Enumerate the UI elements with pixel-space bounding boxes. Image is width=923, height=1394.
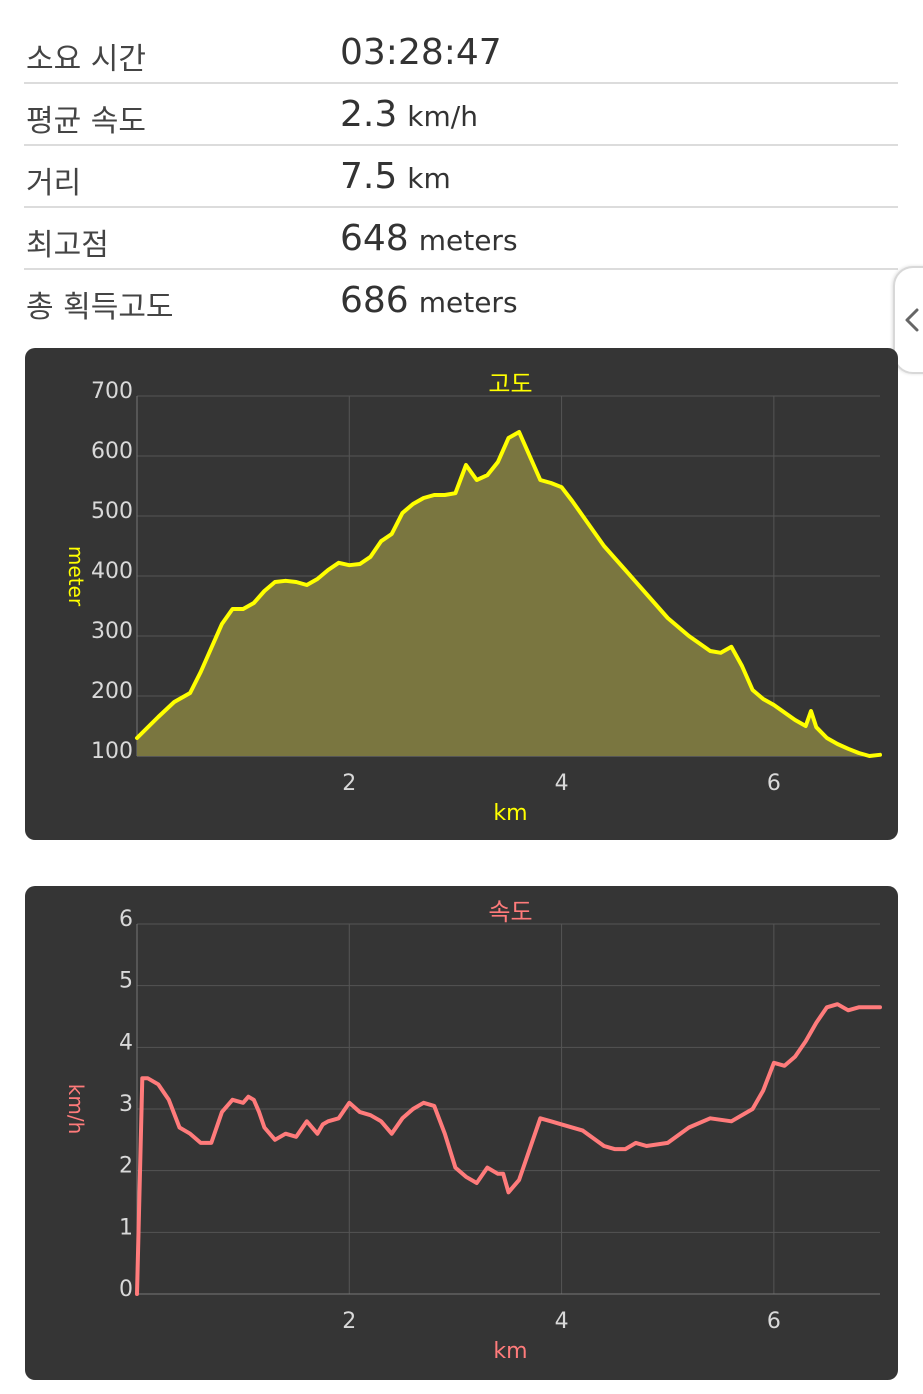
x-axis-label: km <box>493 1339 527 1364</box>
y-tick-label: 100 <box>91 739 133 764</box>
stat-label: 소요 시간 <box>26 42 146 77</box>
stat-unit: km/h <box>407 100 478 133</box>
elevation-chart-svg: 100 200 300 400 500 600 700 2 4 6 고도 km meter <box>64 370 882 826</box>
stat-label: 평균 속도 <box>26 104 146 139</box>
series-area <box>137 432 880 756</box>
y-tick-label: 0 <box>119 1277 133 1302</box>
x-tick-label: 4 <box>555 771 569 796</box>
stats-list: 소요 시간 03:28:47 평균 속도 2.3 km/h 거리 7.5 km 최고… <box>24 22 898 330</box>
y-tick-label: 2 <box>119 1154 133 1179</box>
stat-label: 거리 <box>26 166 82 201</box>
speed-chart: 0 1 2 3 4 5 6 2 4 6 속도 km km/h <box>25 886 898 1380</box>
elevation-chart: 100 200 300 400 500 600 700 2 4 6 고도 km meter <box>25 348 898 840</box>
stat-number: 03:28:47 <box>340 32 502 73</box>
stat-row-distance: 거리 7.5 km <box>24 146 898 208</box>
stat-row-elevation-gain: 총 획득고도 686 meters <box>24 270 898 330</box>
stat-value: 03:28:47 <box>340 32 512 73</box>
series-line <box>135 430 882 758</box>
chart-title: 속도 <box>488 898 532 926</box>
stat-number: 648 <box>340 218 409 259</box>
y-tick-label: 400 <box>91 559 133 584</box>
stat-row-avg-speed: 평균 속도 2.3 km/h <box>24 84 898 146</box>
x-tick-label: 2 <box>342 1309 356 1334</box>
y-tick-label: 5 <box>119 969 133 994</box>
stat-unit: km <box>407 162 451 195</box>
chart-title: 고도 <box>488 370 532 398</box>
stat-unit: meters <box>418 224 518 257</box>
series-line <box>135 1002 882 1296</box>
y-tick-label: 4 <box>119 1030 133 1055</box>
y-axis-label: meter <box>64 546 88 607</box>
stat-value: 686 meters <box>340 280 518 321</box>
stat-row-max-elevation: 최고점 648 meters <box>24 208 898 270</box>
x-tick-label: 6 <box>767 1309 781 1334</box>
y-tick-label: 200 <box>91 679 133 704</box>
x-axis-label: km <box>493 801 527 826</box>
y-axis-label: km/h <box>64 1084 88 1134</box>
speed-chart-svg: 0 1 2 3 4 5 6 2 4 6 속도 km km/h <box>64 898 882 1364</box>
y-tick-label: 1 <box>119 1215 133 1240</box>
stat-label: 최고점 <box>26 228 109 263</box>
stat-number: 2.3 <box>340 94 398 135</box>
stat-row-duration: 소요 시간 03:28:47 <box>24 22 898 84</box>
x-tick-label: 6 <box>767 771 781 796</box>
stat-number: 686 <box>340 280 409 321</box>
y-tick-label: 600 <box>91 439 133 464</box>
side-panel-handle[interactable] <box>893 266 923 374</box>
stat-value: 7.5 km <box>340 156 451 197</box>
stat-label: 총 획득고도 <box>26 290 174 325</box>
y-tick-label: 700 <box>91 379 133 404</box>
stat-number: 7.5 <box>340 156 398 197</box>
x-tick-label: 4 <box>555 1309 569 1334</box>
y-tick-label: 3 <box>119 1092 133 1117</box>
stat-value: 2.3 km/h <box>340 94 478 135</box>
x-tick-label: 2 <box>342 771 356 796</box>
y-tick-label: 6 <box>119 907 133 932</box>
stat-value: 648 meters <box>340 218 518 259</box>
chevron-left-icon <box>905 308 919 332</box>
stat-unit: meters <box>418 286 518 319</box>
y-tick-label: 500 <box>91 499 133 524</box>
y-tick-label: 300 <box>91 619 133 644</box>
